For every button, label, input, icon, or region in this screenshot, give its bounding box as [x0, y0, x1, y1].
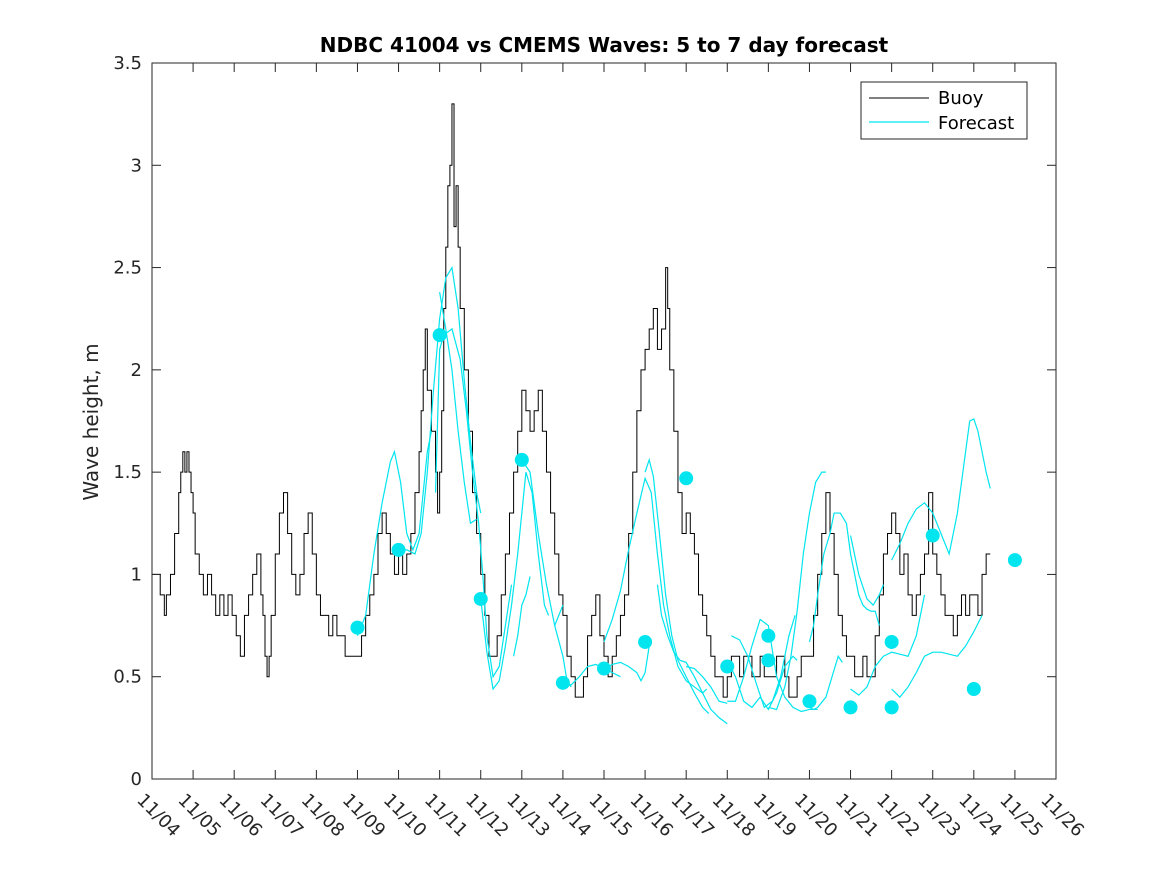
x-tick-label: 11/19 — [749, 790, 801, 842]
forecast-line-9 — [603, 645, 650, 683]
y-tick-label: 1 — [131, 564, 142, 585]
forecast-marker-5 — [555, 675, 570, 690]
forecast-line-17 — [768, 471, 826, 711]
legend-buoy-label: Buoy — [938, 88, 984, 109]
x-tick-label: 11/09 — [338, 790, 390, 842]
forecast-line-16 — [731, 615, 796, 709]
x-tick-label: 11/26 — [1036, 790, 1088, 842]
x-tick-label: 11/14 — [543, 790, 595, 842]
y-tick-label: 0 — [131, 769, 142, 790]
forecast-line-20 — [849, 535, 884, 607]
x-tick-label: 11/12 — [461, 790, 513, 842]
x-tick-label: 11/25 — [995, 790, 1047, 842]
x-tick-label: 11/18 — [708, 790, 760, 842]
buoy-line — [152, 103, 991, 698]
forecast-line-22 — [891, 418, 991, 561]
x-tick-label: 11/07 — [256, 790, 308, 842]
forecast-line-14 — [727, 618, 818, 713]
x-tick-label: 11/08 — [297, 790, 349, 842]
y-tick-label: 0.5 — [113, 667, 142, 688]
forecast-line-23 — [891, 615, 983, 699]
plot-area — [152, 63, 1056, 779]
forecast-marker-12 — [802, 694, 817, 709]
y-axis-label: Wave height, m — [79, 343, 103, 500]
x-tick-label: 11/23 — [913, 790, 965, 842]
forecast-marker-7 — [638, 634, 653, 649]
forecast-line-18 — [809, 654, 843, 711]
legend: Buoy Forecast — [860, 81, 1028, 140]
y-tick-label: 3 — [131, 155, 142, 176]
x-tick-label: 11/15 — [584, 790, 636, 842]
chart-title: NDBC 41004 vs CMEMS Waves: 5 to 7 day fo… — [320, 33, 889, 57]
forecast-marker-11 — [761, 653, 776, 668]
forecast-line-11 — [644, 457, 710, 714]
forecast-marker-16 — [925, 528, 940, 543]
legend-box — [860, 81, 1028, 140]
forecast-line-8 — [562, 663, 621, 686]
forecast-line-3 — [439, 292, 477, 525]
forecast-marker-1 — [391, 542, 406, 557]
forecast-marker-15 — [884, 634, 899, 649]
forecast-marker-2 — [432, 328, 447, 343]
y-tick-label: 1.5 — [113, 462, 142, 483]
forecast-line-19 — [808, 512, 880, 643]
forecast-line-15 — [726, 655, 798, 711]
y-tick-label: 2.5 — [113, 258, 142, 279]
forecast-line-1 — [398, 265, 482, 555]
x-tick-label: 11/16 — [626, 790, 678, 842]
forecast-line-10 — [603, 476, 708, 694]
forecast-marker-13 — [843, 700, 858, 715]
x-tick-label: 11/05 — [174, 790, 226, 842]
x-tick-label: 11/17 — [667, 790, 719, 842]
x-tick-label: 11/13 — [502, 790, 554, 842]
x-tick-label: 11/10 — [379, 790, 431, 842]
forecast-line-7 — [554, 604, 564, 626]
x-tick-label: 11/06 — [215, 790, 267, 842]
forecast-marker-18 — [1007, 553, 1022, 568]
forecast-line-13 — [686, 665, 728, 704]
forecast-marker-8 — [679, 471, 694, 486]
forecast-marker-9 — [720, 659, 735, 674]
x-tick-label: 11/11 — [420, 790, 472, 842]
x-tick-label: 11/04 — [132, 790, 184, 842]
forecast-line-5 — [513, 576, 531, 657]
forecast-marker-0 — [350, 620, 365, 635]
series-layer — [152, 103, 1022, 725]
forecast-line-12 — [656, 584, 728, 725]
forecast-marker-6 — [597, 661, 611, 676]
forecast-line-4 — [480, 471, 550, 691]
forecast-line-6 — [521, 459, 572, 688]
forecast-marker-4 — [514, 452, 529, 467]
forecast-marker-17 — [966, 681, 981, 696]
x-tick-label: 11/22 — [872, 790, 924, 842]
legend-forecast-label: Forecast — [938, 113, 1014, 134]
forecast-marker-3 — [473, 591, 488, 606]
x-tick-label: 11/20 — [790, 790, 842, 842]
forecast-marker-10 — [761, 628, 776, 643]
y-tick-label: 2 — [131, 360, 142, 381]
forecast-marker-14 — [884, 700, 899, 715]
forecast-line-21 — [850, 594, 926, 696]
y-tick-label: 3.5 — [113, 53, 142, 74]
forecast-line-0 — [356, 431, 433, 637]
x-tick-label: 11/21 — [831, 790, 883, 842]
x-tick-label: 11/24 — [954, 790, 1006, 842]
